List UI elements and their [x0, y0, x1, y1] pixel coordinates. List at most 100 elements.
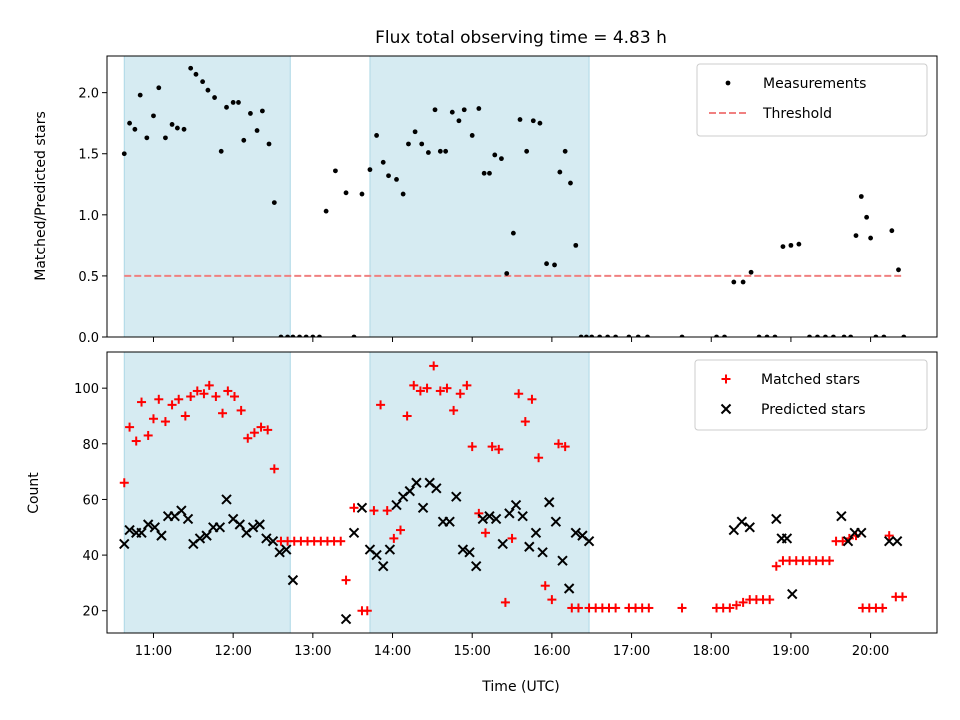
data-point — [180, 411, 190, 421]
data-point — [415, 386, 425, 396]
data-point — [160, 417, 170, 427]
data-point — [550, 516, 562, 527]
data-point — [891, 535, 903, 547]
data-point — [229, 392, 239, 402]
data-point — [537, 547, 548, 558]
data-point — [464, 547, 475, 558]
data-point — [444, 516, 455, 527]
data-point — [896, 267, 901, 273]
chart-title: Flux total observing time = 4.83 h — [375, 28, 667, 48]
data-point — [868, 235, 873, 241]
data-point — [771, 561, 781, 571]
data-point — [771, 513, 782, 525]
legend-label: Predicted stars — [761, 402, 866, 418]
data-point — [176, 505, 187, 516]
x-tick-label: 11:00 — [135, 644, 172, 659]
data-point — [537, 120, 543, 126]
y-tick-label: 60 — [82, 493, 99, 508]
data-point — [492, 152, 498, 158]
y-tick-label: 80 — [82, 438, 99, 453]
data-point — [527, 394, 537, 404]
data-point — [119, 478, 129, 488]
data-point — [182, 513, 194, 525]
data-point — [563, 583, 575, 594]
data-point — [514, 389, 524, 399]
data-point — [218, 408, 228, 418]
data-point — [278, 334, 284, 337]
data-point — [417, 502, 429, 514]
data-point — [212, 95, 217, 100]
data-point — [186, 392, 196, 402]
data-point — [584, 334, 589, 337]
x-axis-label: Time (UTC) — [481, 679, 559, 695]
x-tick-label: 15:00 — [453, 644, 490, 659]
data-point — [422, 383, 432, 393]
data-point — [391, 499, 402, 511]
data-point — [367, 167, 373, 173]
data-point — [263, 425, 273, 435]
y-tick-label: 1.0 — [78, 209, 99, 224]
data-point — [497, 538, 508, 550]
data-point — [163, 135, 168, 141]
x-tick-label: 16:00 — [533, 644, 570, 659]
data-point — [788, 242, 794, 248]
data-point — [470, 561, 482, 572]
y-tick-label: 0.5 — [78, 270, 99, 285]
data-point — [425, 150, 431, 155]
data-point — [148, 414, 158, 424]
data-point — [597, 334, 603, 337]
series-measurements — [121, 65, 907, 337]
data-point — [259, 108, 265, 114]
data-point — [169, 122, 175, 127]
data-point — [480, 528, 490, 538]
data-point — [386, 173, 391, 179]
data-point — [267, 535, 279, 547]
data-point — [248, 111, 253, 116]
data-point — [356, 502, 368, 514]
observing-window-2 — [369, 352, 590, 633]
data-point — [131, 436, 141, 446]
data-point — [748, 269, 754, 275]
data-point — [247, 522, 259, 533]
data-point — [174, 125, 180, 131]
data-point — [333, 168, 338, 174]
count-panel: 20 40 60 80 100 11:00 12:00 13:00 14:00 15:00 16:0… — [74, 351, 938, 659]
data-point — [144, 135, 150, 141]
data-point — [524, 148, 530, 154]
data-point — [731, 600, 741, 610]
data-point — [824, 556, 834, 566]
data-point — [853, 233, 859, 238]
data-point — [142, 519, 154, 530]
data-point — [359, 191, 365, 197]
data-point — [823, 334, 828, 337]
data-point — [534, 453, 544, 463]
data-point — [736, 516, 747, 527]
data-point — [340, 613, 352, 625]
data-point — [570, 527, 581, 539]
data-point — [858, 194, 864, 199]
plot-area — [121, 56, 907, 337]
data-point — [297, 334, 302, 337]
data-point — [738, 597, 748, 607]
data-point — [764, 334, 770, 337]
data-point — [864, 214, 870, 220]
data-point — [517, 117, 523, 122]
data-point — [243, 433, 253, 443]
data-point — [469, 133, 475, 138]
data-point — [487, 170, 492, 176]
data-point — [443, 148, 449, 154]
data-point — [395, 525, 405, 535]
data-point — [889, 228, 895, 234]
data-point — [230, 100, 236, 105]
data-point — [194, 533, 206, 544]
data-point — [517, 510, 528, 522]
data-point — [455, 389, 465, 399]
data-point — [274, 547, 285, 558]
data-point — [285, 334, 291, 337]
x-tick-label: 13:00 — [294, 644, 331, 659]
data-point — [510, 499, 522, 511]
data-point — [560, 442, 570, 452]
data-point — [881, 334, 887, 337]
data-point — [728, 524, 740, 536]
